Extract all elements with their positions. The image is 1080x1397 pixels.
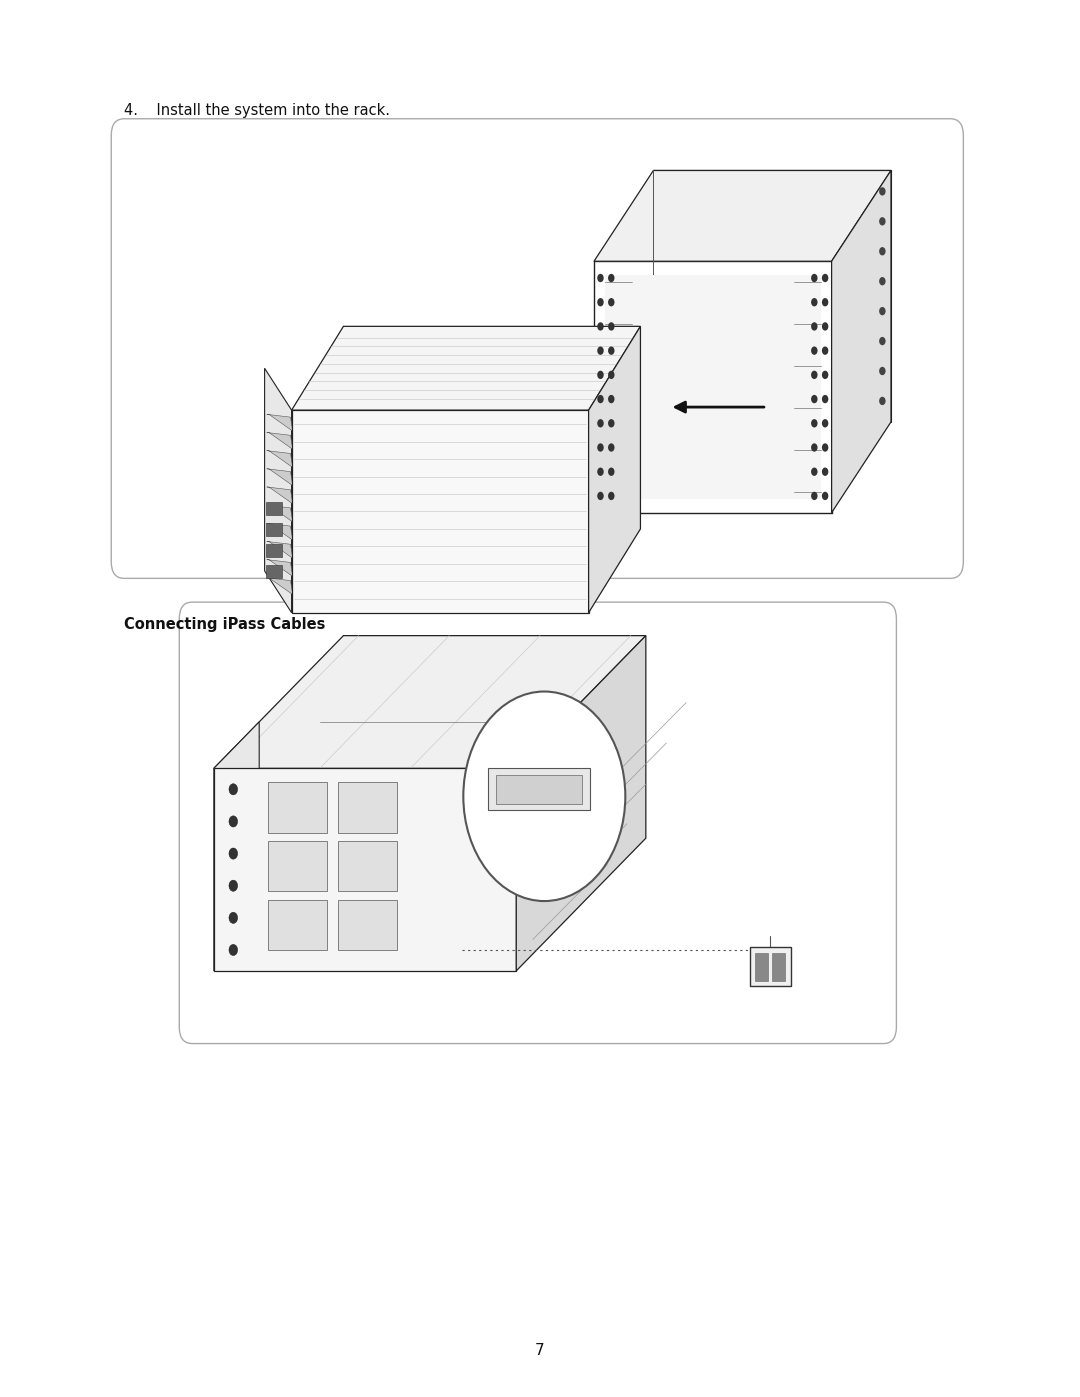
Circle shape: [608, 274, 615, 282]
Circle shape: [229, 912, 238, 923]
Bar: [268, 782, 327, 833]
Circle shape: [463, 692, 625, 901]
Bar: [772, 953, 785, 981]
Bar: [338, 900, 397, 950]
Circle shape: [811, 468, 818, 476]
Circle shape: [608, 395, 615, 404]
Circle shape: [608, 370, 615, 379]
Circle shape: [608, 443, 615, 451]
Polygon shape: [292, 411, 589, 613]
Bar: [338, 782, 397, 833]
Circle shape: [608, 323, 615, 331]
Circle shape: [811, 419, 818, 427]
Circle shape: [822, 323, 828, 331]
Circle shape: [597, 370, 604, 379]
Polygon shape: [292, 327, 640, 411]
FancyBboxPatch shape: [111, 119, 963, 578]
Bar: [497, 775, 582, 803]
Polygon shape: [214, 636, 646, 768]
Circle shape: [879, 397, 886, 405]
Bar: [268, 841, 327, 891]
Circle shape: [822, 274, 828, 282]
Bar: [488, 768, 591, 810]
Circle shape: [879, 367, 886, 376]
Circle shape: [811, 298, 818, 306]
Bar: [266, 566, 282, 578]
Circle shape: [811, 323, 818, 331]
Circle shape: [879, 217, 886, 225]
Bar: [338, 841, 397, 891]
Circle shape: [608, 346, 615, 355]
Circle shape: [822, 419, 828, 427]
Circle shape: [597, 395, 604, 404]
Polygon shape: [214, 768, 516, 971]
Circle shape: [608, 492, 615, 500]
Circle shape: [229, 784, 238, 795]
Polygon shape: [267, 451, 293, 468]
Polygon shape: [265, 369, 292, 613]
Text: 4.    Install the system into the rack.: 4. Install the system into the rack.: [124, 103, 390, 119]
Circle shape: [229, 816, 238, 827]
Circle shape: [597, 274, 604, 282]
Circle shape: [811, 395, 818, 404]
Circle shape: [822, 468, 828, 476]
Polygon shape: [267, 560, 293, 577]
Circle shape: [597, 298, 604, 306]
Circle shape: [597, 346, 604, 355]
Polygon shape: [267, 488, 293, 504]
Text: 7: 7: [536, 1343, 544, 1358]
Circle shape: [811, 274, 818, 282]
Polygon shape: [589, 327, 640, 613]
FancyBboxPatch shape: [179, 602, 896, 1044]
Polygon shape: [267, 469, 293, 486]
Bar: [266, 503, 282, 515]
Circle shape: [597, 492, 604, 500]
Circle shape: [811, 370, 818, 379]
Circle shape: [822, 370, 828, 379]
Polygon shape: [267, 433, 293, 450]
Polygon shape: [267, 524, 293, 541]
Bar: [750, 947, 791, 986]
Bar: [266, 524, 282, 536]
Polygon shape: [214, 722, 259, 971]
Circle shape: [811, 443, 818, 451]
Polygon shape: [594, 170, 891, 261]
Circle shape: [879, 187, 886, 196]
Circle shape: [822, 298, 828, 306]
Circle shape: [608, 419, 615, 427]
Text: Connecting iPass Cables: Connecting iPass Cables: [124, 617, 325, 633]
Polygon shape: [516, 636, 646, 971]
Circle shape: [879, 337, 886, 345]
Circle shape: [597, 443, 604, 451]
Circle shape: [811, 492, 818, 500]
Polygon shape: [267, 542, 293, 559]
Circle shape: [822, 395, 828, 404]
Circle shape: [229, 944, 238, 956]
Bar: [268, 900, 327, 950]
Circle shape: [229, 848, 238, 859]
Circle shape: [229, 880, 238, 891]
Bar: [755, 953, 768, 981]
Polygon shape: [267, 578, 293, 595]
Circle shape: [811, 346, 818, 355]
Circle shape: [879, 247, 886, 256]
Circle shape: [608, 468, 615, 476]
Circle shape: [822, 492, 828, 500]
Bar: [266, 545, 282, 557]
Circle shape: [597, 323, 604, 331]
Circle shape: [597, 419, 604, 427]
Circle shape: [822, 346, 828, 355]
Polygon shape: [267, 506, 293, 522]
Circle shape: [597, 468, 604, 476]
Circle shape: [879, 277, 886, 285]
Circle shape: [879, 307, 886, 316]
Polygon shape: [605, 275, 821, 499]
Polygon shape: [832, 170, 891, 513]
Circle shape: [608, 298, 615, 306]
Circle shape: [822, 443, 828, 451]
Polygon shape: [267, 415, 293, 432]
